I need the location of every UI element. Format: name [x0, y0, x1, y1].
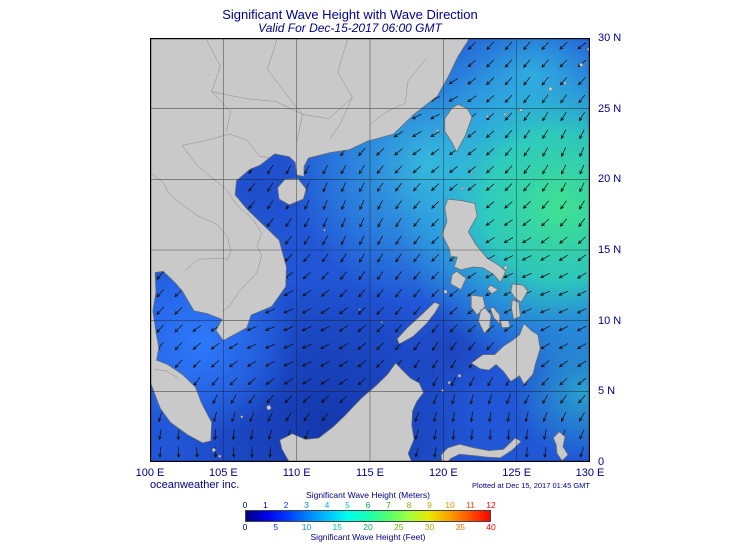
- meters-tick: 4: [324, 500, 330, 510]
- lat-label: 20 N: [598, 173, 622, 186]
- plotted-timestamp: Plotted at Dec 15, 2017 01:45 GMT: [472, 481, 590, 490]
- map: [149, 37, 591, 463]
- page-title: Significant Wave Height with Wave Direct…: [222, 7, 478, 22]
- lon-label: 115 E: [356, 467, 384, 479]
- meters-tick-row: 0 1 2 3 4 5 6 7 8 9 10 11 12: [242, 500, 496, 510]
- lon-label: 120 E: [428, 467, 458, 479]
- lon-label: 110 E: [282, 467, 311, 479]
- meters-tick: 12: [486, 500, 496, 510]
- feet-tick: 15: [332, 522, 342, 532]
- wave-map-canvas: [149, 37, 591, 463]
- meters-tick: 3: [304, 500, 309, 510]
- lat-label: 10 N: [598, 314, 622, 327]
- feet-tick: 20: [363, 522, 373, 532]
- lon-label: 100 E: [135, 467, 165, 479]
- lat-label: 30 N: [598, 32, 622, 44]
- lon-label: 125 E: [502, 467, 532, 479]
- meters-tick: 7: [386, 500, 391, 510]
- lat-label: 15 N: [598, 244, 622, 256]
- meters-tick: 0: [242, 500, 248, 510]
- feet-tick: 5: [273, 522, 279, 532]
- meters-tick: 5: [345, 500, 350, 510]
- oceanweather-credit: oceanweather inc.: [150, 479, 240, 491]
- map-frame: [150, 38, 590, 462]
- colorbar-gradient: [245, 510, 491, 522]
- meters-tick: 1: [263, 500, 268, 510]
- legend-title-feet: Significant Wave Height (Feet): [310, 532, 426, 542]
- land-masses: [149, 37, 591, 463]
- lat-label: 25 N: [598, 102, 622, 115]
- lat-label: 0: [598, 456, 605, 468]
- valid-time-subtitle: Valid For Dec-15-2017 06:00 GMT: [258, 21, 442, 35]
- lon-label: 130 E: [575, 467, 605, 479]
- lat-label: 5 N: [598, 385, 616, 398]
- feet-tick-row: 0 5 10 15 20 25 30 35 40: [242, 522, 496, 532]
- feet-tick: 10: [301, 522, 312, 532]
- wave-direction-arrows: [156, 41, 587, 458]
- meters-tick: 2: [283, 500, 289, 510]
- feet-tick: 30: [424, 522, 435, 532]
- feet-tick: 40: [486, 522, 496, 532]
- lon-label: 105 E: [208, 467, 238, 479]
- meters-tick: 9: [427, 500, 432, 510]
- meters-tick: 6: [365, 500, 371, 510]
- legend-title-meters: Significant Wave Height (Meters): [306, 490, 430, 500]
- meters-tick: 8: [406, 500, 412, 510]
- feet-tick: 25: [394, 522, 404, 532]
- feet-tick: 0: [242, 522, 248, 532]
- feet-tick: 35: [455, 522, 465, 532]
- meters-tick: 11: [466, 500, 475, 510]
- meters-tick: 10: [445, 500, 455, 510]
- graticule-grid: [150, 38, 590, 462]
